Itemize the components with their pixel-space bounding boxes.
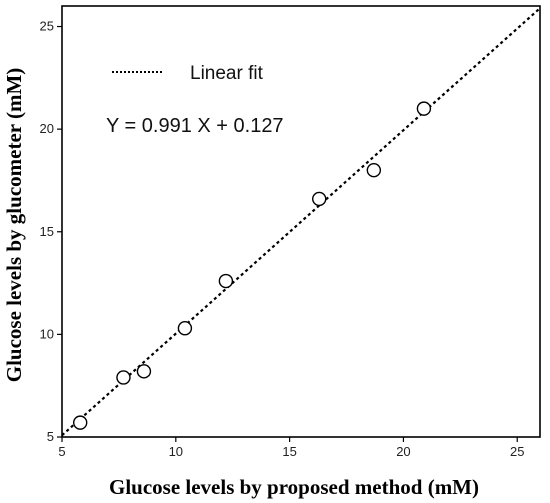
fit-equation: Y = 0.991 X + 0.127 bbox=[106, 115, 284, 137]
x-tick-label: 5 bbox=[58, 444, 65, 459]
data-point-4 bbox=[177, 321, 193, 336]
legend: Linear fit bbox=[112, 63, 264, 84]
x-tick-label: 25 bbox=[510, 444, 524, 459]
data-point-7 bbox=[366, 162, 382, 178]
linear-fit-line bbox=[61, 7, 541, 437]
y-tick-label: 25 bbox=[40, 19, 54, 34]
x-tick-label: 15 bbox=[282, 444, 296, 459]
data-point-6 bbox=[312, 191, 327, 207]
y-tick-label: 5 bbox=[47, 429, 54, 444]
ticks: 5 10 15 20 25 5 10 15 20 25 bbox=[40, 19, 525, 459]
data-point-3 bbox=[136, 364, 152, 379]
axes bbox=[61, 5, 541, 438]
y-tick-label: 15 bbox=[40, 224, 54, 239]
data-point-1 bbox=[73, 415, 88, 430]
data-points bbox=[73, 101, 432, 430]
plot-frame bbox=[61, 5, 541, 438]
data-point-8 bbox=[416, 101, 432, 116]
data-point-5 bbox=[218, 273, 234, 289]
y-tick-label: 20 bbox=[40, 121, 54, 136]
legend-label: Linear fit bbox=[190, 63, 264, 84]
data-point-2 bbox=[116, 370, 131, 385]
y-tick-label: 10 bbox=[40, 326, 54, 341]
x-axis-title: Glucose levels by proposed method (mM) bbox=[109, 475, 479, 499]
x-tick-label: 10 bbox=[169, 444, 183, 459]
fit-line-group bbox=[61, 7, 541, 437]
x-tick-label: 20 bbox=[396, 444, 410, 459]
y-axis-title: Glucose levels by glucometer (mM) bbox=[2, 68, 26, 383]
